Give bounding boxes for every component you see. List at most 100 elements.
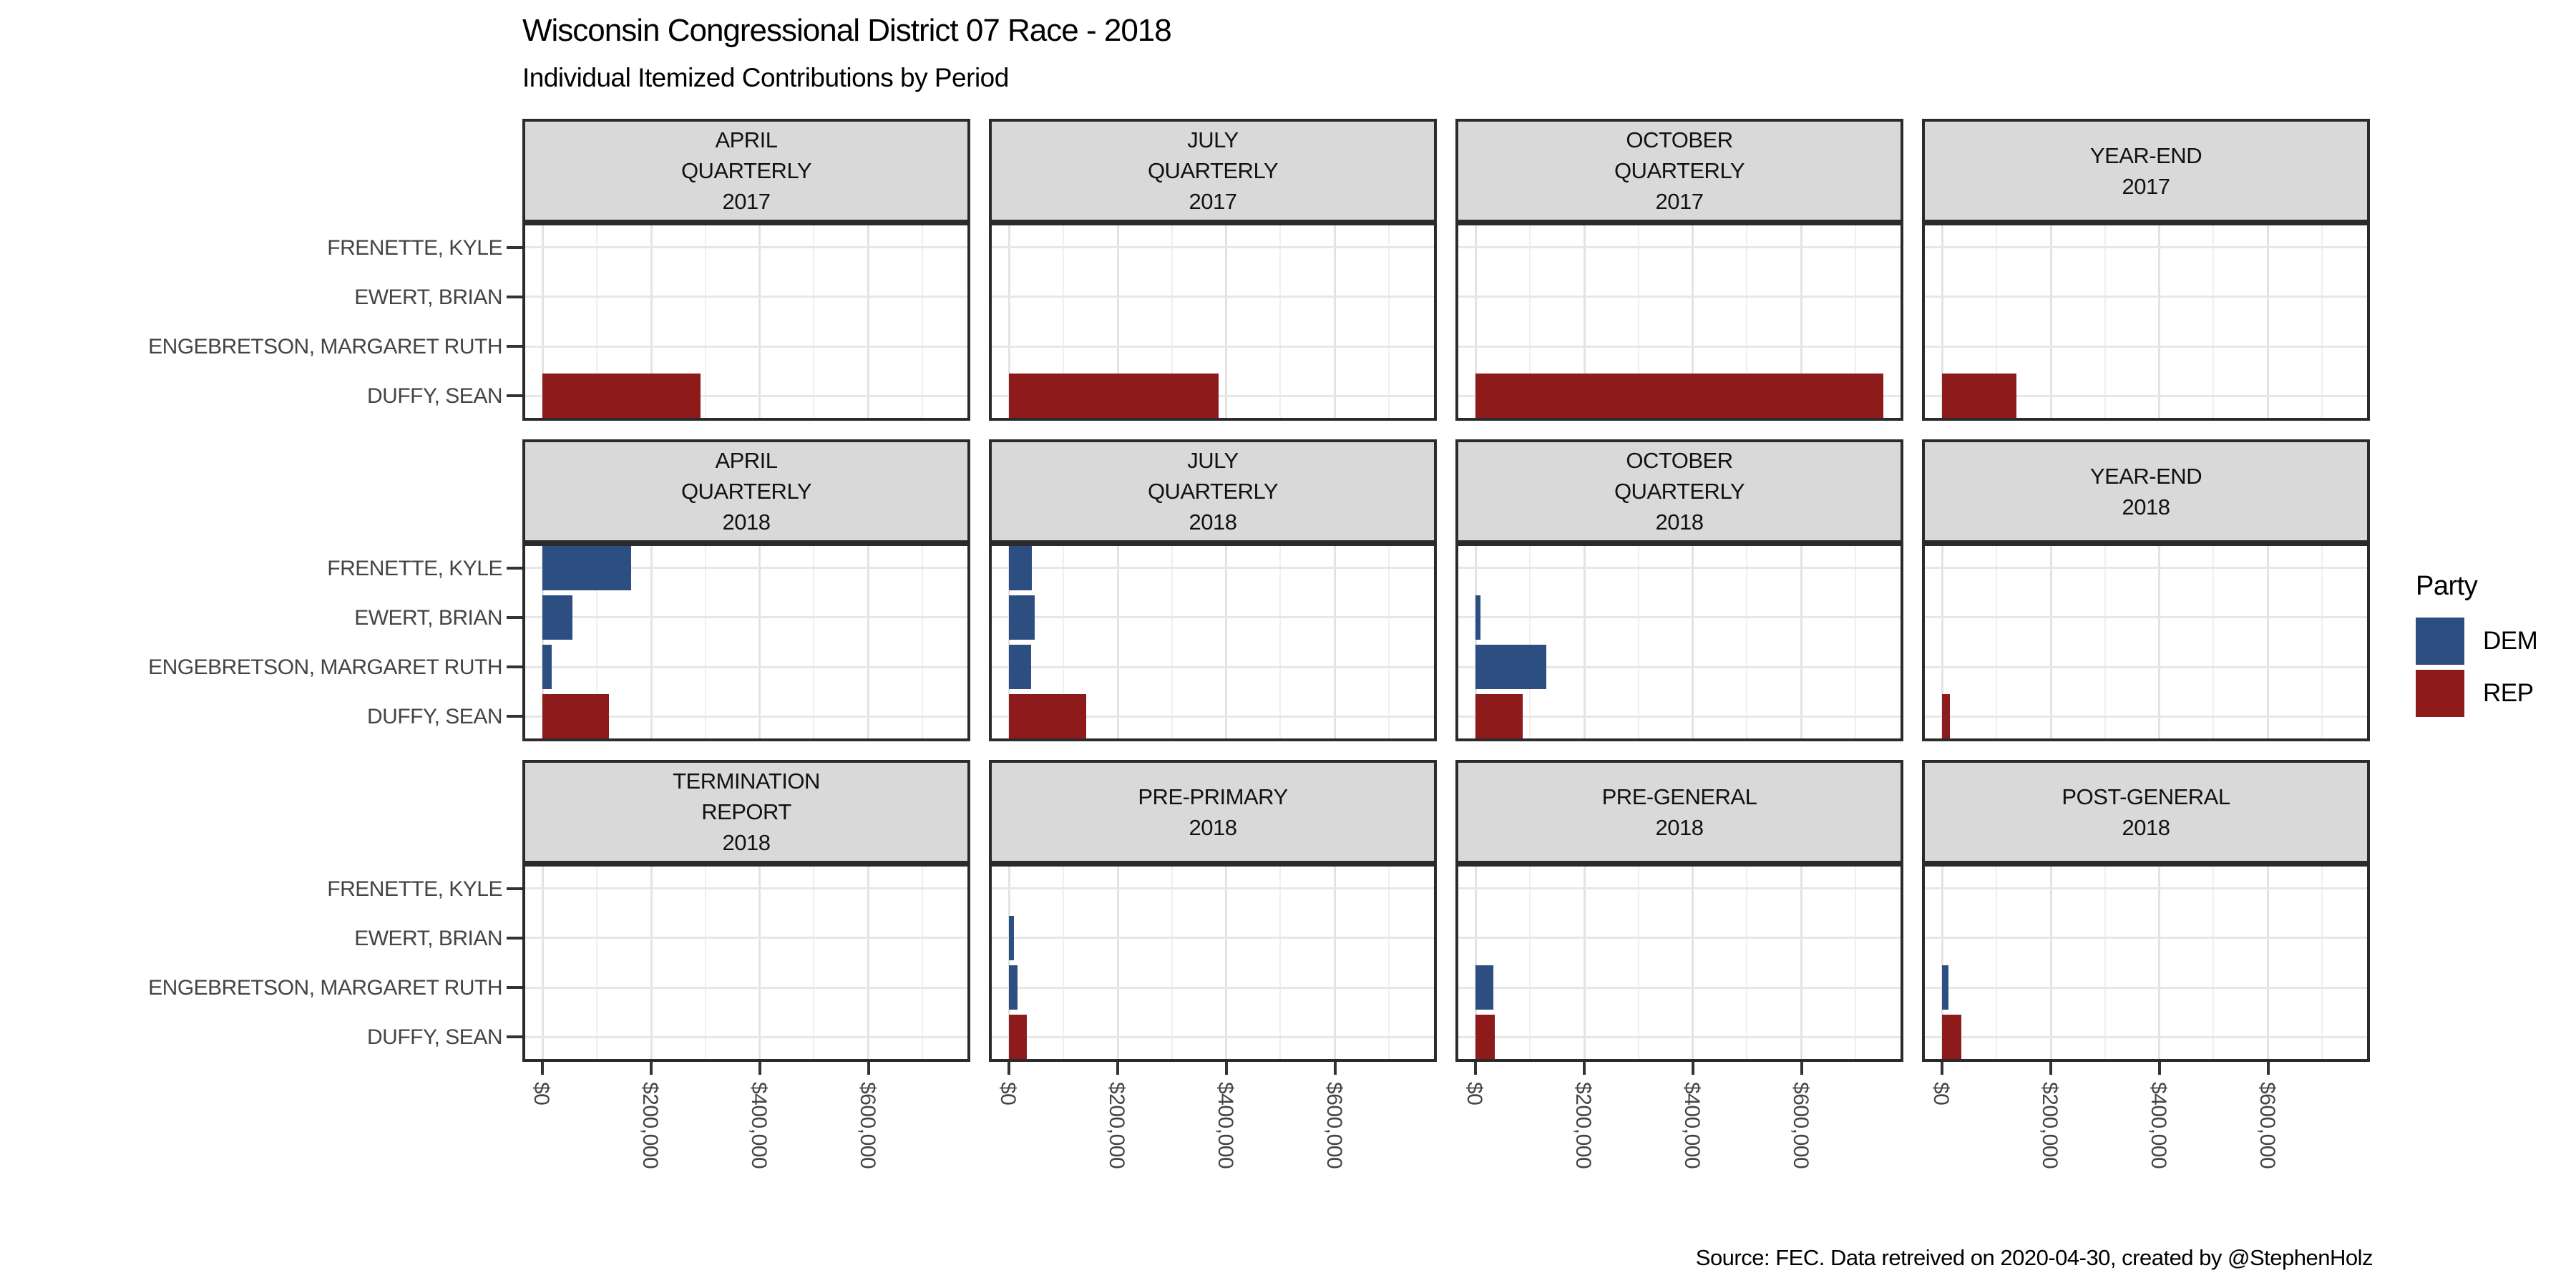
x-axis-tick (1116, 1062, 1120, 1075)
grid-line-vertical (595, 223, 597, 421)
grid-line-vertical (1746, 864, 1748, 1062)
x-axis-tick-label: $600,000 (1322, 1082, 1346, 1169)
x-axis-tick-label: $200,000 (2038, 1082, 2062, 1169)
facet-strip-label: QUARTERLY (680, 479, 812, 504)
bar-frenette-kyle (542, 545, 632, 590)
grid-line-horizontal (522, 1035, 970, 1038)
grid-line-vertical (650, 543, 653, 741)
y-axis-label-duffy-sean: DUFFY, SEAN (367, 384, 503, 409)
x-axis-tick (1008, 1062, 1011, 1075)
grid-line-vertical (1637, 864, 1639, 1062)
grid-line-vertical (1941, 864, 1943, 1062)
bar-engebretson-margaret-ruth (1942, 965, 1948, 1010)
grid-line-vertical (867, 223, 870, 421)
grid-line-vertical (1279, 864, 1282, 1062)
facet-panel-border (989, 223, 1437, 421)
grid-line-vertical (1279, 223, 1282, 421)
facet-strip-label: JULY (1187, 127, 1239, 152)
facet-strip-label: 2018 (722, 830, 771, 855)
facet-panel-border (522, 543, 970, 741)
bar-duffy-sean (1942, 374, 2017, 419)
facet-strip-post-general-2018: POST-GENERAL 2018 (1922, 760, 2370, 864)
facet-strip-label: JULY (1187, 448, 1239, 473)
facet-panel-border (1922, 223, 2370, 421)
facet-strip-label: QUARTERLY (1147, 479, 1279, 504)
grid-line-vertical (1388, 223, 1390, 421)
x-axis-tick (1691, 1062, 1694, 1075)
x-axis-tick (2157, 1062, 2161, 1075)
grid-line-vertical (1692, 864, 1694, 1062)
grid-line-vertical (813, 864, 815, 1062)
grid-line-vertical (2104, 543, 2106, 741)
y-axis-tick (507, 345, 522, 348)
x-axis-tick-label: $600,000 (855, 1082, 879, 1169)
facet-panel-border (1455, 543, 1903, 741)
grid-line-vertical (650, 864, 653, 1062)
facet-panel-april-quarterly-2017 (522, 223, 970, 421)
bar-engebretson-margaret-ruth (1475, 965, 1493, 1010)
grid-line-vertical (2267, 543, 2270, 741)
facet-panel-border (522, 864, 970, 1062)
grid-line-horizontal (1922, 616, 2370, 619)
grid-line-vertical (704, 864, 706, 1062)
grid-line-vertical (1279, 543, 1282, 741)
grid-line-vertical (704, 223, 706, 421)
bar-ewert-brian (1009, 595, 1035, 640)
facet-panel-border (1455, 864, 1903, 1062)
facet-strip-label: 2017 (722, 189, 771, 214)
y-axis-tick (507, 566, 522, 570)
grid-line-vertical (1062, 543, 1064, 741)
facet-panel-post-general-2018 (1922, 864, 2370, 1062)
grid-line-horizontal (989, 887, 1437, 890)
y-axis-label-ewert-brian: EWERT, BRIAN (354, 926, 502, 950)
x-axis-tick-label: $400,000 (2146, 1082, 2170, 1169)
x-axis-tick (2266, 1062, 2270, 1075)
grid-line-vertical (541, 543, 544, 741)
grid-line-vertical (1474, 543, 1477, 741)
x-axis-tick (2049, 1062, 2053, 1075)
grid-line-vertical (1583, 864, 1586, 1062)
grid-line-vertical (813, 543, 815, 741)
grid-line-vertical (1800, 864, 1803, 1062)
facet-strip-label: YEAR-END (2089, 463, 2202, 489)
grid-line-horizontal (1455, 567, 1903, 570)
grid-line-vertical (1637, 223, 1639, 421)
facet-panel-year-end-2017 (1922, 223, 2370, 421)
grid-line-horizontal (1455, 246, 1903, 249)
grid-line-vertical (1116, 223, 1119, 421)
facet-strip-termination-report-2018: TERMINATION REPORT 2018 (522, 760, 970, 864)
grid-line-horizontal (1455, 665, 1903, 668)
grid-line-vertical (1116, 864, 1119, 1062)
grid-line-vertical (2267, 223, 2270, 421)
facet-strip-label: YEAR-END (2089, 142, 2202, 168)
facet-panel-july-quarterly-2017 (989, 223, 1437, 421)
grid-line-vertical (1062, 864, 1064, 1062)
facet-panel-border (1455, 223, 1903, 421)
x-axis-tick-label: $600,000 (2255, 1082, 2279, 1169)
grid-line-vertical (2104, 223, 2106, 421)
grid-line-vertical (2049, 543, 2052, 741)
grid-line-vertical (1995, 223, 1997, 421)
facet-strip-pre-primary-2018: PRE-PRIMARY 2018 (989, 760, 1437, 864)
grid-line-horizontal (1922, 986, 2370, 989)
y-axis-label-ewert-brian: EWERT, BRIAN (354, 605, 502, 630)
grid-line-vertical (1334, 543, 1337, 741)
facet-strip-label: 2017 (1189, 189, 1237, 214)
grid-line-vertical (922, 543, 924, 741)
grid-line-vertical (1583, 543, 1586, 741)
grid-line-horizontal (1922, 665, 2370, 668)
grid-line-vertical (2212, 543, 2215, 741)
y-axis-label-engebretson-margaret-ruth: ENGEBRETSON, MARGARET RUTH (148, 976, 502, 1000)
grid-line-horizontal (1455, 345, 1903, 348)
facet-strip-october-quarterly-2017: OCTOBER QUARTERLY 2017 (1455, 119, 1903, 223)
grid-line-vertical (2321, 223, 2323, 421)
grid-line-horizontal (1455, 616, 1903, 619)
facet-strip-year-end-2017: YEAR-END 2017 (1922, 119, 2370, 223)
facet-strip-label: REPORT (701, 799, 791, 824)
grid-line-horizontal (522, 986, 970, 989)
facet-panel-termination-report-2018 (522, 864, 970, 1062)
grid-line-horizontal (989, 937, 1437, 940)
grid-line-horizontal (1455, 296, 1903, 298)
facet-panel-border (989, 543, 1437, 741)
source-caption: Source: FEC. Data retreived on 2020-04-3… (1695, 1245, 2373, 1270)
